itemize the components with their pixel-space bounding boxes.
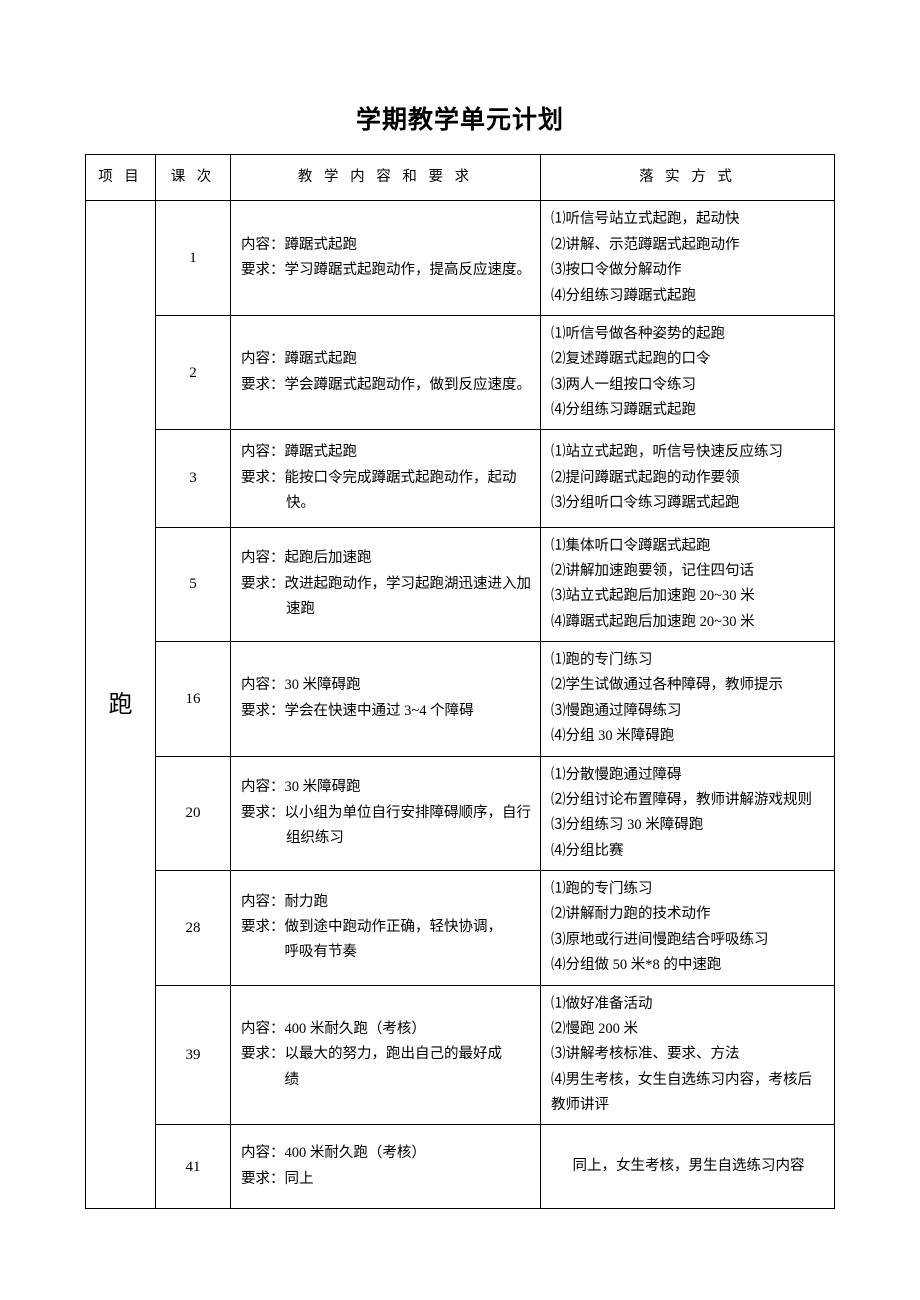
lesson-cell: 39 [156, 985, 231, 1125]
method-line: ⑵讲解、示范蹲踞式起跑动作 [551, 233, 826, 258]
header-content: 教 学 内 容 和 要 求 [231, 155, 541, 201]
content-line: 内容：30 米障碍跑 [241, 673, 532, 698]
content-cell: 内容：蹲踞式起跑 要求：学习蹲踞式起跑动作，提高反应速度。 [231, 201, 541, 316]
table-row: 跑 1 内容：蹲踞式起跑 要求：学习蹲踞式起跑动作，提高反应速度。 ⑴听信号站立… [86, 201, 835, 316]
method-line: ⑴站立式起跑，听信号快速反应练习 [551, 440, 826, 465]
table-row: 5 内容：起跑后加速跑 要求：改进起跑动作，学习起跑湖迅速进入加速跑 ⑴集体听口… [86, 527, 835, 642]
table-row: 2 内容：蹲踞式起跑 要求：学会蹲踞式起跑动作，做到反应速度。 ⑴听信号做各种姿… [86, 315, 835, 430]
method-line: ⑶原地或行进间慢跑结合呼吸练习 [551, 928, 826, 953]
method-cell: ⑴集体听口令蹲踞式起跑 ⑵讲解加速跑要领，记住四句话 ⑶站立式起跑后加速跑 20… [541, 527, 835, 642]
method-line: ⑵分组讨论布置障碍，教师讲解游戏规则 [551, 788, 826, 813]
table-row: 3 内容：蹲踞式起跑 要求：能按口令完成蹲踞式起跑动作，起动快。 ⑴站立式起跑，… [86, 430, 835, 527]
content-line: 呼吸有节奏 [241, 940, 532, 965]
method-line: ⑴听信号做各种姿势的起跑 [551, 322, 826, 347]
method-line: ⑶分组听口令练习蹲踞式起跑 [551, 491, 826, 516]
method-line: ⑵讲解耐力跑的技术动作 [551, 902, 826, 927]
content-cell: 内容：30 米障碍跑 要求：以小组为单位自行安排障碍顺序，自行组织练习 [231, 756, 541, 871]
content-cell: 内容：耐力跑 要求：做到途中跑动作正确，轻快协调， 呼吸有节奏 [231, 871, 541, 986]
lesson-cell: 2 [156, 315, 231, 430]
method-line: ⑷分组练习蹲踞式起跑 [551, 284, 826, 309]
project-cell: 跑 [86, 201, 156, 1209]
header-lesson: 课 次 [156, 155, 231, 201]
method-cell: ⑴跑的专门练习 ⑵讲解耐力跑的技术动作 ⑶原地或行进间慢跑结合呼吸练习 ⑷分组做… [541, 871, 835, 986]
content-line: 要求：学会蹲踞式起跑动作，做到反应速度。 [241, 373, 532, 398]
lesson-cell: 20 [156, 756, 231, 871]
content-line: 要求：以最大的努力，跑出自己的最好成 [241, 1042, 532, 1067]
method-line: ⑴分散慢跑通过障碍 [551, 763, 826, 788]
content-line: 内容：蹲踞式起跑 [241, 233, 532, 258]
header-project: 项 目 [86, 155, 156, 201]
method-line: ⑴跑的专门练习 [551, 877, 826, 902]
content-cell: 内容：400 米耐久跑（考核） 要求：同上 [231, 1125, 541, 1209]
content-line: 要求：以小组为单位自行安排障碍顺序，自行组织练习 [241, 801, 532, 852]
method-line: ⑶慢跑通过障碍练习 [551, 699, 826, 724]
method-cell: 同上，女生考核，男生自选练习内容 [541, 1125, 835, 1209]
content-line: 内容：400 米耐久跑（考核） [241, 1017, 532, 1042]
method-line: ⑶按口令做分解动作 [551, 258, 826, 283]
plan-table: 项 目 课 次 教 学 内 容 和 要 求 落 实 方 式 跑 1 内容：蹲踞式… [85, 154, 835, 1209]
content-cell: 内容：30 米障碍跑 要求：学会在快速中通过 3~4 个障碍 [231, 642, 541, 757]
lesson-cell: 3 [156, 430, 231, 527]
content-line: 内容：30 米障碍跑 [241, 775, 532, 800]
content-cell: 内容：400 米耐久跑（考核） 要求：以最大的努力，跑出自己的最好成 绩 [231, 985, 541, 1125]
method-line: ⑶站立式起跑后加速跑 20~30 米 [551, 584, 826, 609]
content-line: 要求：能按口令完成蹲踞式起跑动作，起动快。 [241, 466, 532, 517]
content-line: 内容：耐力跑 [241, 890, 532, 915]
method-line: ⑵复述蹲踞式起跑的口令 [551, 347, 826, 372]
method-line: ⑴集体听口令蹲踞式起跑 [551, 534, 826, 559]
content-line: 绩 [241, 1068, 532, 1093]
method-cell: ⑴跑的专门练习 ⑵学生试做通过各种障碍，教师提示 ⑶慢跑通过障碍练习 ⑷分组 3… [541, 642, 835, 757]
content-cell: 内容：起跑后加速跑 要求：改进起跑动作，学习起跑湖迅速进入加速跑 [231, 527, 541, 642]
table-row: 41 内容：400 米耐久跑（考核） 要求：同上 同上，女生考核，男生自选练习内… [86, 1125, 835, 1209]
table-row: 28 内容：耐力跑 要求：做到途中跑动作正确，轻快协调， 呼吸有节奏 ⑴跑的专门… [86, 871, 835, 986]
method-line: ⑷男生考核，女生自选练习内容，考核后教师讲评 [551, 1068, 826, 1119]
method-line: ⑷蹲踞式起跑后加速跑 20~30 米 [551, 610, 826, 635]
lesson-cell: 16 [156, 642, 231, 757]
table-row: 20 内容：30 米障碍跑 要求：以小组为单位自行安排障碍顺序，自行组织练习 ⑴… [86, 756, 835, 871]
method-line: ⑷分组练习蹲踞式起跑 [551, 398, 826, 423]
content-line: 内容：蹲踞式起跑 [241, 347, 532, 372]
method-line: ⑵讲解加速跑要领，记住四句话 [551, 559, 826, 584]
method-line: ⑷分组做 50 米*8 的中速跑 [551, 953, 826, 978]
method-line: ⑴听信号站立式起跑，起动快 [551, 207, 826, 232]
content-line: 要求：改进起跑动作，学习起跑湖迅速进入加速跑 [241, 572, 532, 623]
method-line: ⑵提问蹲踞式起跑的动作要领 [551, 466, 826, 491]
method-line: ⑶分组练习 30 米障碍跑 [551, 813, 826, 838]
content-line: 要求：同上 [241, 1167, 532, 1192]
method-line: ⑴做好准备活动 [551, 992, 826, 1017]
content-line: 内容：400 米耐久跑（考核） [241, 1141, 532, 1166]
header-method: 落 实 方 式 [541, 155, 835, 201]
method-cell: ⑴听信号做各种姿势的起跑 ⑵复述蹲踞式起跑的口令 ⑶两人一组按口令练习 ⑷分组练… [541, 315, 835, 430]
method-cell: ⑴听信号站立式起跑，起动快 ⑵讲解、示范蹲踞式起跑动作 ⑶按口令做分解动作 ⑷分… [541, 201, 835, 316]
method-cell: ⑴分散慢跑通过障碍 ⑵分组讨论布置障碍，教师讲解游戏规则 ⑶分组练习 30 米障… [541, 756, 835, 871]
content-cell: 内容：蹲踞式起跑 要求：学会蹲踞式起跑动作，做到反应速度。 [231, 315, 541, 430]
method-line: ⑴跑的专门练习 [551, 648, 826, 673]
lesson-cell: 41 [156, 1125, 231, 1209]
page-title: 学期教学单元计划 [85, 100, 835, 136]
method-line: ⑶讲解考核标准、要求、方法 [551, 1042, 826, 1067]
method-line: ⑵学生试做通过各种障碍，教师提示 [551, 673, 826, 698]
method-cell: ⑴站立式起跑，听信号快速反应练习 ⑵提问蹲踞式起跑的动作要领 ⑶分组听口令练习蹲… [541, 430, 835, 527]
lesson-cell: 5 [156, 527, 231, 642]
table-header-row: 项 目 课 次 教 学 内 容 和 要 求 落 实 方 式 [86, 155, 835, 201]
table-row: 39 内容：400 米耐久跑（考核） 要求：以最大的努力，跑出自己的最好成 绩 … [86, 985, 835, 1125]
method-cell: ⑴做好准备活动 ⑵慢跑 200 米 ⑶讲解考核标准、要求、方法 ⑷男生考核，女生… [541, 985, 835, 1125]
content-line: 内容：蹲踞式起跑 [241, 440, 532, 465]
content-cell: 内容：蹲踞式起跑 要求：能按口令完成蹲踞式起跑动作，起动快。 [231, 430, 541, 527]
method-line: ⑷分组 30 米障碍跑 [551, 724, 826, 749]
content-line: 要求：做到途中跑动作正确，轻快协调， [241, 915, 532, 940]
lesson-cell: 1 [156, 201, 231, 316]
content-line: 要求：学会在快速中通过 3~4 个障碍 [241, 699, 532, 724]
method-line: ⑶两人一组按口令练习 [551, 373, 826, 398]
table-row: 16 内容：30 米障碍跑 要求：学会在快速中通过 3~4 个障碍 ⑴跑的专门练… [86, 642, 835, 757]
lesson-cell: 28 [156, 871, 231, 986]
method-line: ⑷分组比赛 [551, 839, 826, 864]
content-line: 要求：学习蹲踞式起跑动作，提高反应速度。 [241, 258, 532, 283]
method-line: ⑵慢跑 200 米 [551, 1017, 826, 1042]
content-line: 内容：起跑后加速跑 [241, 546, 532, 571]
